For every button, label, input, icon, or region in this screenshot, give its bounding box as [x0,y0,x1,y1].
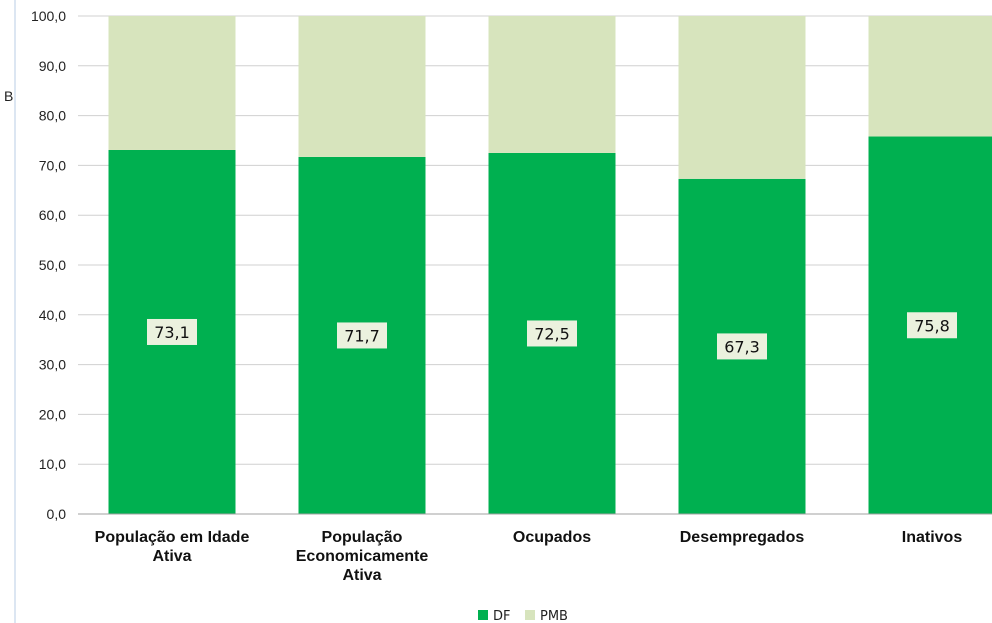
y-tick-label: 30,0 [39,357,66,373]
x-category-label-line: Economicamente [296,548,429,565]
data-label-text: 71,7 [344,326,380,345]
y-tick-label: 70,0 [39,157,66,173]
y-tick-label: 100,0 [31,8,66,24]
x-category-label: População em Idade Ativa [95,529,250,565]
legend-label: DF [493,609,511,623]
partial-left-text: B [4,88,13,104]
x-category-label: Ocupados [513,529,591,546]
x-category-label-line: Inativos [902,529,963,546]
x-category-label-line: Ativa [152,548,191,565]
y-tick-label: 50,0 [39,257,66,273]
data-label: 71,7 [337,322,387,348]
legend-label: PMB [540,609,568,623]
bar-segment-pmb [679,16,806,179]
y-tick-label: 80,0 [39,108,66,124]
data-label-text: 72,5 [534,324,570,343]
bar-segment-pmb [109,16,236,150]
x-category-label-line: População [322,529,403,546]
legend-swatch [478,610,488,620]
y-tick-label: 10,0 [39,456,66,472]
bar-segment-pmb [299,16,426,157]
y-tick-label: 60,0 [39,207,66,223]
y-tick-label: 0,0 [47,506,67,522]
x-category-label-line: Ativa [342,567,381,584]
y-axis-tick-labels: 0,0 10,0 20,0 30,0 40,0 50,0 60,0 70,0 80,0 90,0 1… [31,8,66,522]
data-label: 67,3 [717,333,767,359]
y-tick-label: 20,0 [39,406,66,422]
y-tick-label: 40,0 [39,307,66,323]
x-category-label-line: Ocupados [513,529,591,546]
data-label: 73,1 [147,319,197,345]
legend: DF PMB [478,609,568,623]
x-category-label: População Economicamente Ativa [296,529,429,584]
data-label-text: 73,1 [154,323,190,342]
x-category-label: Inativos [902,529,963,546]
data-label: 75,8 [907,312,957,338]
bar-segment-pmb [869,16,992,137]
legend-swatch [525,610,535,620]
data-label-text: 75,8 [914,316,950,335]
y-tick-label: 90,0 [39,58,66,74]
bar-segment-pmb [489,16,616,153]
x-axis-category-labels: População em Idade Ativa População Economic… [95,529,963,584]
x-category-label-line: Desempregados [680,529,805,546]
x-category-label: Desempregados [680,529,805,546]
data-label: 72,5 [527,320,577,346]
x-category-label-line: População em Idade [95,529,250,546]
data-label-text: 67,3 [724,337,760,356]
